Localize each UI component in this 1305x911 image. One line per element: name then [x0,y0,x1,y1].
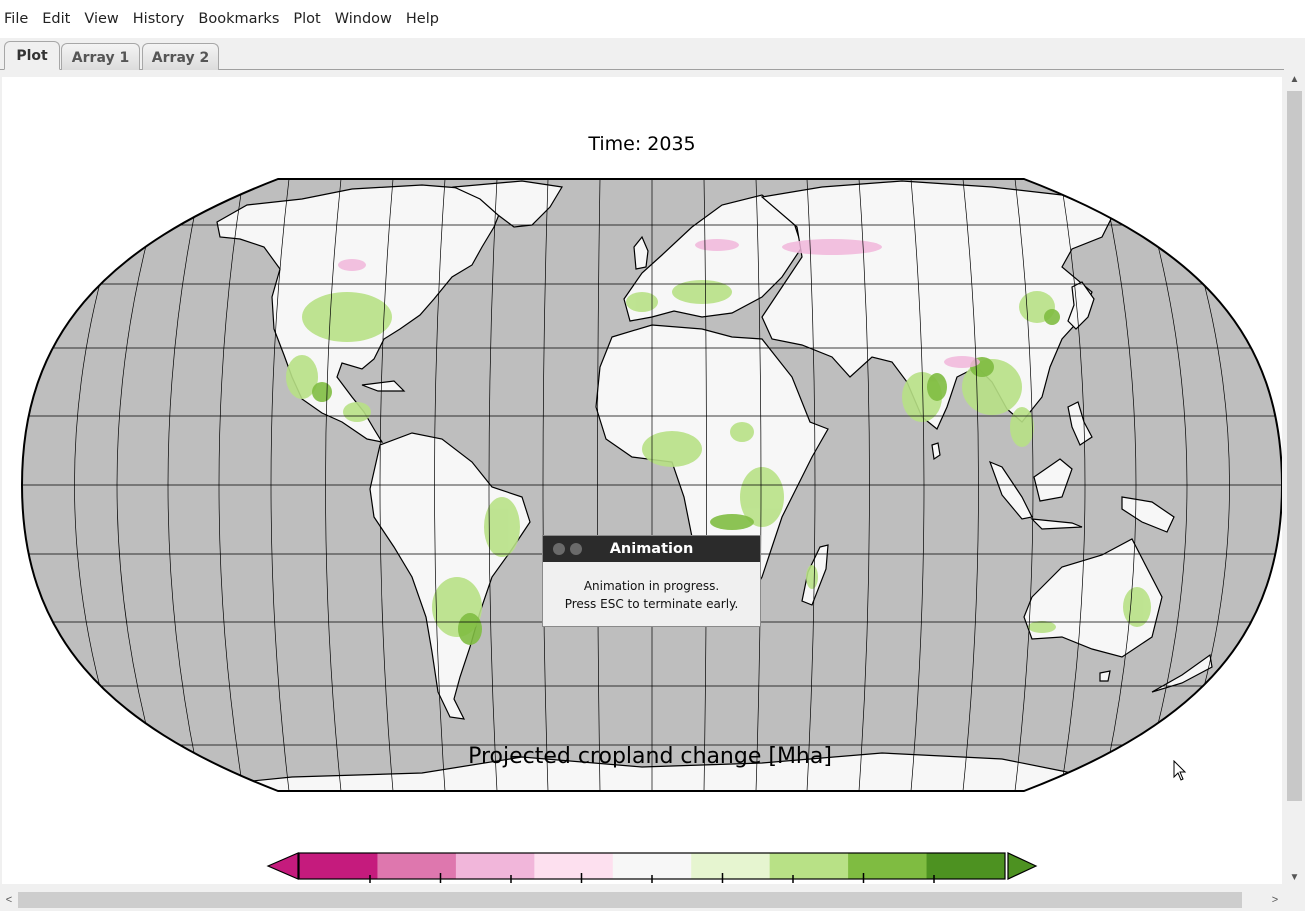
map-canvas [20,178,1282,883]
dialog-titlebar: Animation [543,536,760,562]
philippines [1067,401,1093,446]
colorbar-swatches [299,853,1006,879]
animation-dialog: Animation Animation in progress. Press E… [542,535,761,627]
colorbar-ticks [369,873,935,883]
dialog-close-icon[interactable] [553,543,565,555]
cropland-decrease [338,239,980,368]
tab-array-1[interactable]: Array 1 [61,43,140,70]
colorbar-swatch [455,853,535,879]
japan [1067,281,1095,330]
tab-plot[interactable]: Plot [4,41,60,70]
vertical-scroll-thumb[interactable] [1287,91,1302,801]
horizontal-scroll-thumb[interactable] [18,892,1242,908]
menu-file[interactable]: File [4,11,29,27]
scroll-down-icon[interactable]: ▼ [1289,872,1300,883]
colorbar [266,852,1038,883]
scroll-left-icon[interactable]: < [5,894,13,906]
colorbar-swatch [691,853,771,879]
colorbar-swatch [769,853,849,879]
colorbar-swatch [299,853,378,879]
menu-window[interactable]: Window [334,11,392,27]
new-zealand [1151,653,1213,693]
menu-help[interactable]: Help [405,11,439,27]
dialog-minimize-icon[interactable] [570,543,582,555]
cuba [361,380,406,392]
africa [595,324,829,608]
menu-bookmarks[interactable]: Bookmarks [198,11,280,27]
colorbar-swatch [612,853,692,879]
menu-edit[interactable]: Edit [42,11,71,27]
map-outline [20,178,1282,792]
horizontal-scrollbar[interactable]: < > [0,889,1284,911]
scroll-right-icon[interactable]: > [1271,894,1279,906]
menu-view[interactable]: View [84,11,119,27]
dialog-line-1: Animation in progress. [583,579,720,593]
colorbar-swatch [534,853,614,879]
great-britain [633,235,649,270]
sri-lanka [931,442,941,461]
colorbar-swatch [926,853,1006,879]
plot-title: Time: 2035 [588,133,696,155]
java [1030,518,1083,530]
new-guinea [1121,496,1175,533]
dialog-title: Animation [609,541,694,557]
menu-plot[interactable]: Plot [293,11,321,27]
australia [1023,538,1163,658]
south-america [369,432,531,720]
mouse-cursor-icon [1173,760,1187,781]
colorbar-extend-low [266,852,299,880]
tab-array-2[interactable]: Array 2 [142,43,219,70]
colorbar-extend-high [1007,852,1038,880]
sumatra [988,460,1033,520]
colorbar-title: Projected cropland change [Mha] [468,744,832,769]
dialog-line-2: Press ESC to terminate early. [564,597,739,611]
menu-bar: File Edit View History Bookmarks Plot Wi… [0,0,1305,39]
menu-history[interactable]: History [132,11,185,27]
scroll-up-icon[interactable]: ▲ [1289,74,1300,85]
tab-bar: Plot Array 1 Array 2 [0,38,1305,70]
cropland-increase-strong [312,309,1060,645]
colorbar-swatch [377,853,457,879]
dialog-message: Animation in progress. Press ESC to term… [543,577,760,613]
colorbar-swatch [848,853,928,879]
tasmania [1099,670,1111,682]
land-masses [22,179,1282,791]
vertical-scrollbar[interactable]: ▲ ▼ [1284,69,1305,889]
plot-panel: Time: 2035 [2,77,1282,884]
borneo [1033,458,1073,502]
